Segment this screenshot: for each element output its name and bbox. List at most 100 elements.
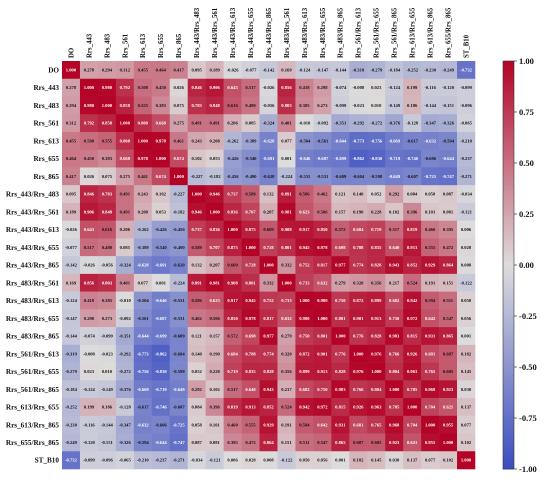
heatmap-cell bbox=[97, 61, 117, 80]
heatmap-cell-value: 0.923 bbox=[389, 440, 400, 445]
heatmap-cell-value: -0.725 bbox=[173, 422, 186, 427]
heatmap-cell-value: 0.491 bbox=[120, 192, 131, 197]
heatmap-cell bbox=[205, 167, 224, 186]
heatmap-cell-value: 0.243 bbox=[138, 192, 149, 197]
heatmap-cell bbox=[62, 220, 81, 239]
heatmap-cell-value: 1.000 bbox=[461, 458, 472, 463]
heatmap-cell bbox=[421, 415, 440, 434]
heatmap-cell bbox=[421, 149, 440, 168]
heatmap-cell bbox=[241, 273, 260, 292]
heatmap-cell bbox=[205, 344, 224, 363]
heatmap-cell bbox=[223, 220, 242, 239]
colorbar-tick-label: -0.25 bbox=[519, 311, 537, 321]
heatmap-cell-value: -0.121 bbox=[209, 458, 222, 463]
heatmap-cell bbox=[79, 433, 99, 452]
heatmap-cell bbox=[457, 256, 476, 275]
heatmap-cell bbox=[62, 380, 81, 399]
heatmap-cell bbox=[421, 96, 440, 115]
heatmap-cell bbox=[241, 238, 260, 257]
heatmap-cell bbox=[205, 415, 224, 434]
heatmap-cell-value: 0.023 bbox=[371, 85, 382, 90]
heatmap-cell-value: -0.747 bbox=[173, 440, 186, 445]
heatmap-cell-value: 0.294 bbox=[102, 67, 113, 72]
heatmap-cell bbox=[367, 61, 386, 80]
heatmap-cell-value: 0.977 bbox=[335, 263, 346, 268]
heatmap-cell-value: -0.830 bbox=[155, 369, 168, 374]
heatmap-cell bbox=[367, 380, 386, 399]
row-label: Rrs_483 bbox=[33, 102, 59, 110]
heatmap-cell bbox=[277, 78, 296, 97]
heatmap-cell-value: -0.096 bbox=[101, 458, 114, 463]
heatmap-cell bbox=[277, 273, 296, 292]
heatmap-cell bbox=[403, 291, 422, 310]
heatmap-cell-value: 0.524 bbox=[407, 280, 418, 285]
heatmap-cell-value: -0.074 bbox=[83, 334, 96, 339]
column-label: Rrs_561/Rrs_865 bbox=[392, 7, 399, 58]
heatmap-cell bbox=[62, 238, 81, 257]
heatmap-cell-value: 0.511 bbox=[299, 440, 310, 445]
heatmap-cell bbox=[277, 167, 296, 186]
heatmap-cell-value: 0.008 bbox=[461, 263, 472, 268]
colorbar-segment bbox=[503, 423, 514, 427]
heatmap-cell bbox=[385, 433, 404, 452]
heatmap-cell bbox=[259, 309, 278, 328]
heatmap-cell bbox=[97, 309, 117, 328]
heatmap-cell-value: 0.589 bbox=[245, 192, 256, 197]
heatmap-cell bbox=[241, 309, 260, 328]
heatmap-cell bbox=[349, 433, 368, 452]
heatmap-cell-value: 0.121 bbox=[191, 334, 202, 339]
heatmap-cell bbox=[169, 167, 188, 186]
heatmap-cell bbox=[385, 61, 404, 80]
colorbar-segment bbox=[503, 193, 514, 197]
heatmap-cell-value: 0.976 bbox=[371, 351, 382, 356]
heatmap-cell-value: -0.252 bbox=[406, 67, 419, 72]
column-label: Rrs_655 bbox=[158, 33, 165, 58]
heatmap-cell bbox=[133, 380, 153, 399]
heatmap-cell bbox=[439, 61, 458, 80]
heatmap-cell-value: 0.607 bbox=[443, 351, 454, 356]
colorbar-segment bbox=[503, 374, 514, 378]
heatmap-cell-value: -0.099 bbox=[334, 103, 347, 108]
heatmap-cell-value: 0.052 bbox=[191, 369, 202, 374]
heatmap-cell-value: -0.609 bbox=[334, 174, 347, 179]
heatmap-cell-value: 0.684 bbox=[227, 351, 238, 356]
heatmap-cell bbox=[259, 256, 278, 275]
row-label: Rrs_483/Rrs_865 bbox=[6, 333, 60, 341]
heatmap-cell-value: -0.074 bbox=[334, 85, 347, 90]
heatmap-cell-value: 0.001 bbox=[156, 280, 167, 285]
heatmap-cell-value: -0.326 bbox=[442, 121, 455, 126]
heatmap-cell-value: -0.561 bbox=[137, 316, 150, 321]
heatmap-cell bbox=[313, 273, 332, 292]
heatmap-cell-value: -0.732 bbox=[65, 458, 78, 463]
colorbar-segment bbox=[503, 351, 514, 355]
heatmap-cell bbox=[367, 167, 386, 186]
heatmap-cell bbox=[151, 256, 171, 275]
heatmap-cell bbox=[259, 149, 278, 168]
heatmap-cell bbox=[367, 238, 386, 257]
heatmap-cell bbox=[313, 256, 332, 275]
heatmap-cell bbox=[385, 131, 404, 150]
heatmap-cell-value: 0.026 bbox=[174, 85, 185, 90]
heatmap-cell-value: 0.132 bbox=[191, 263, 202, 268]
row-label: Rrs_443/Rrs_561 bbox=[6, 208, 60, 216]
heatmap-cell-value: 0.555 bbox=[245, 422, 256, 427]
heatmap-cell bbox=[241, 433, 260, 452]
heatmap-cell-value: 0.208 bbox=[209, 138, 220, 143]
colorbar-segment bbox=[503, 287, 514, 291]
heatmap-cell-value: -0.144 bbox=[334, 67, 347, 72]
heatmap-cell bbox=[277, 433, 296, 452]
heatmap-cell-value: 0.750 bbox=[389, 316, 400, 321]
heatmap-cell bbox=[115, 398, 135, 417]
column-label: Rrs_443/Rrs_655 bbox=[248, 7, 255, 58]
heatmap-cell bbox=[277, 149, 296, 168]
column-label: Rrs_613 bbox=[140, 33, 147, 58]
colorbar-segment bbox=[503, 165, 514, 169]
heatmap-cell bbox=[205, 78, 224, 97]
heatmap-cell bbox=[115, 433, 135, 452]
heatmap-cell-value: 0.783 bbox=[191, 103, 202, 108]
colorbar-segment bbox=[503, 275, 514, 279]
heatmap-cell bbox=[367, 256, 386, 275]
heatmap-cell-value: 0.275 bbox=[174, 121, 185, 126]
heatmap-cell bbox=[151, 451, 171, 470]
heatmap-cell bbox=[439, 415, 458, 434]
